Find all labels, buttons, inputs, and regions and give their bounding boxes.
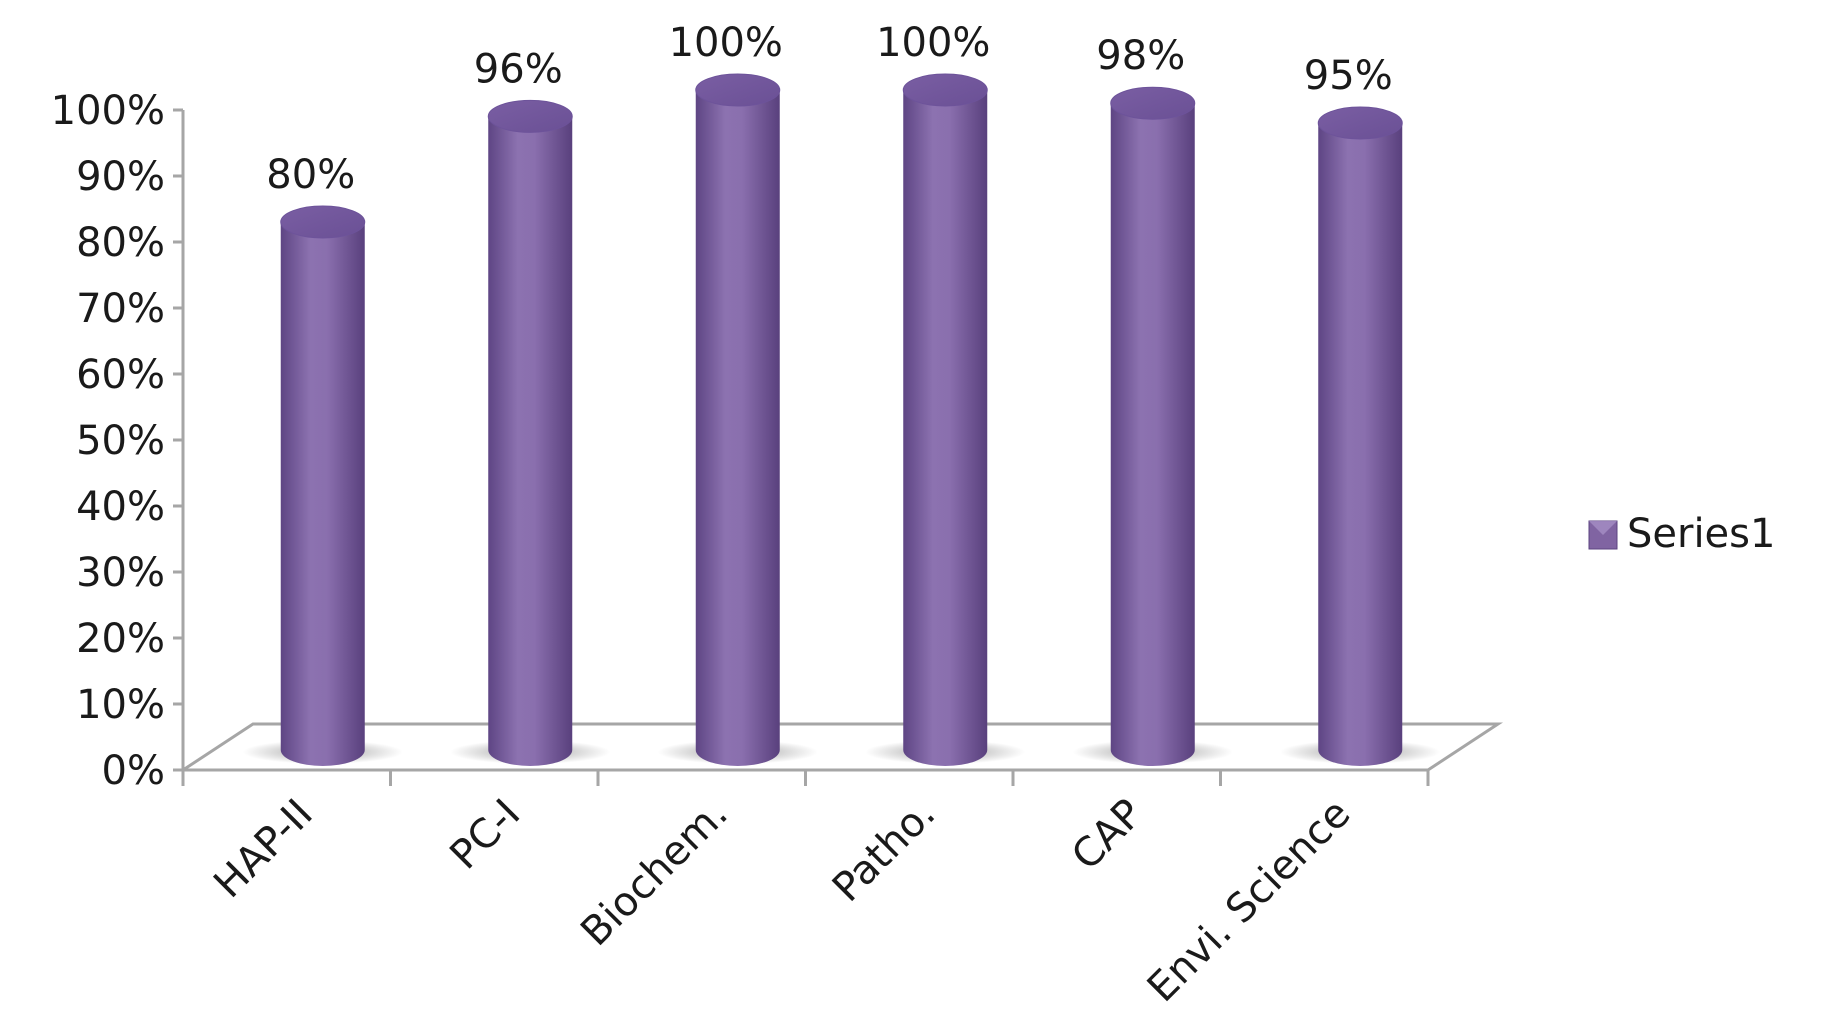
- data-label: 100%: [669, 20, 783, 66]
- bar-cap: [695, 73, 781, 107]
- bar-pc-i: [488, 116, 573, 766]
- legend: Series1: [1588, 511, 1775, 557]
- x-category-label: PC-I: [441, 791, 529, 879]
- x-category-label: Biochem.: [572, 791, 737, 956]
- y-tick-label: 60%: [76, 352, 165, 398]
- bar-cap: [280, 205, 366, 239]
- y-tick-label: 20%: [76, 616, 165, 662]
- y-tick-label: 30%: [76, 550, 165, 596]
- bar-cap: [1317, 106, 1403, 140]
- y-tick-label: 40%: [76, 484, 165, 530]
- bar-cap: [1110, 103, 1195, 766]
- data-label: 80%: [266, 152, 355, 198]
- bar-hap-ii: [280, 222, 365, 766]
- x-category-label: Envi. Science: [1139, 791, 1360, 1012]
- bar-cap: [902, 73, 988, 107]
- y-tick-label: 80%: [76, 220, 165, 266]
- y-tick-label: 0%: [102, 748, 165, 794]
- data-label: 95%: [1304, 53, 1393, 99]
- bars: [242, 73, 1441, 766]
- y-tick-label: 100%: [51, 88, 165, 134]
- x-category-label: CAP: [1063, 791, 1152, 880]
- x-category-label: Patho.: [824, 791, 944, 911]
- legend-label-series1: Series1: [1627, 511, 1775, 557]
- bar-patho-: [903, 90, 988, 766]
- legend-swatch-bevel: [1589, 521, 1617, 535]
- bar-envi-science: [1318, 123, 1403, 766]
- y-tick-label: 10%: [76, 682, 165, 728]
- x-category-label: HAP-II: [205, 791, 321, 907]
- y-tick-label: 70%: [76, 286, 165, 332]
- labels: 80% HAP-II 96% PC-I 100% Biochem. 100% Patho. 98…: [205, 20, 1392, 1011]
- bar-cap: [1110, 86, 1196, 120]
- data-label: 96%: [474, 46, 563, 92]
- data-label: 100%: [876, 20, 990, 66]
- data-label: 98%: [1096, 33, 1185, 79]
- y-tick-label: 50%: [76, 418, 165, 464]
- bar-biochem-: [695, 90, 780, 766]
- y-tick-label: 90%: [76, 154, 165, 200]
- bar-cap: [487, 99, 573, 133]
